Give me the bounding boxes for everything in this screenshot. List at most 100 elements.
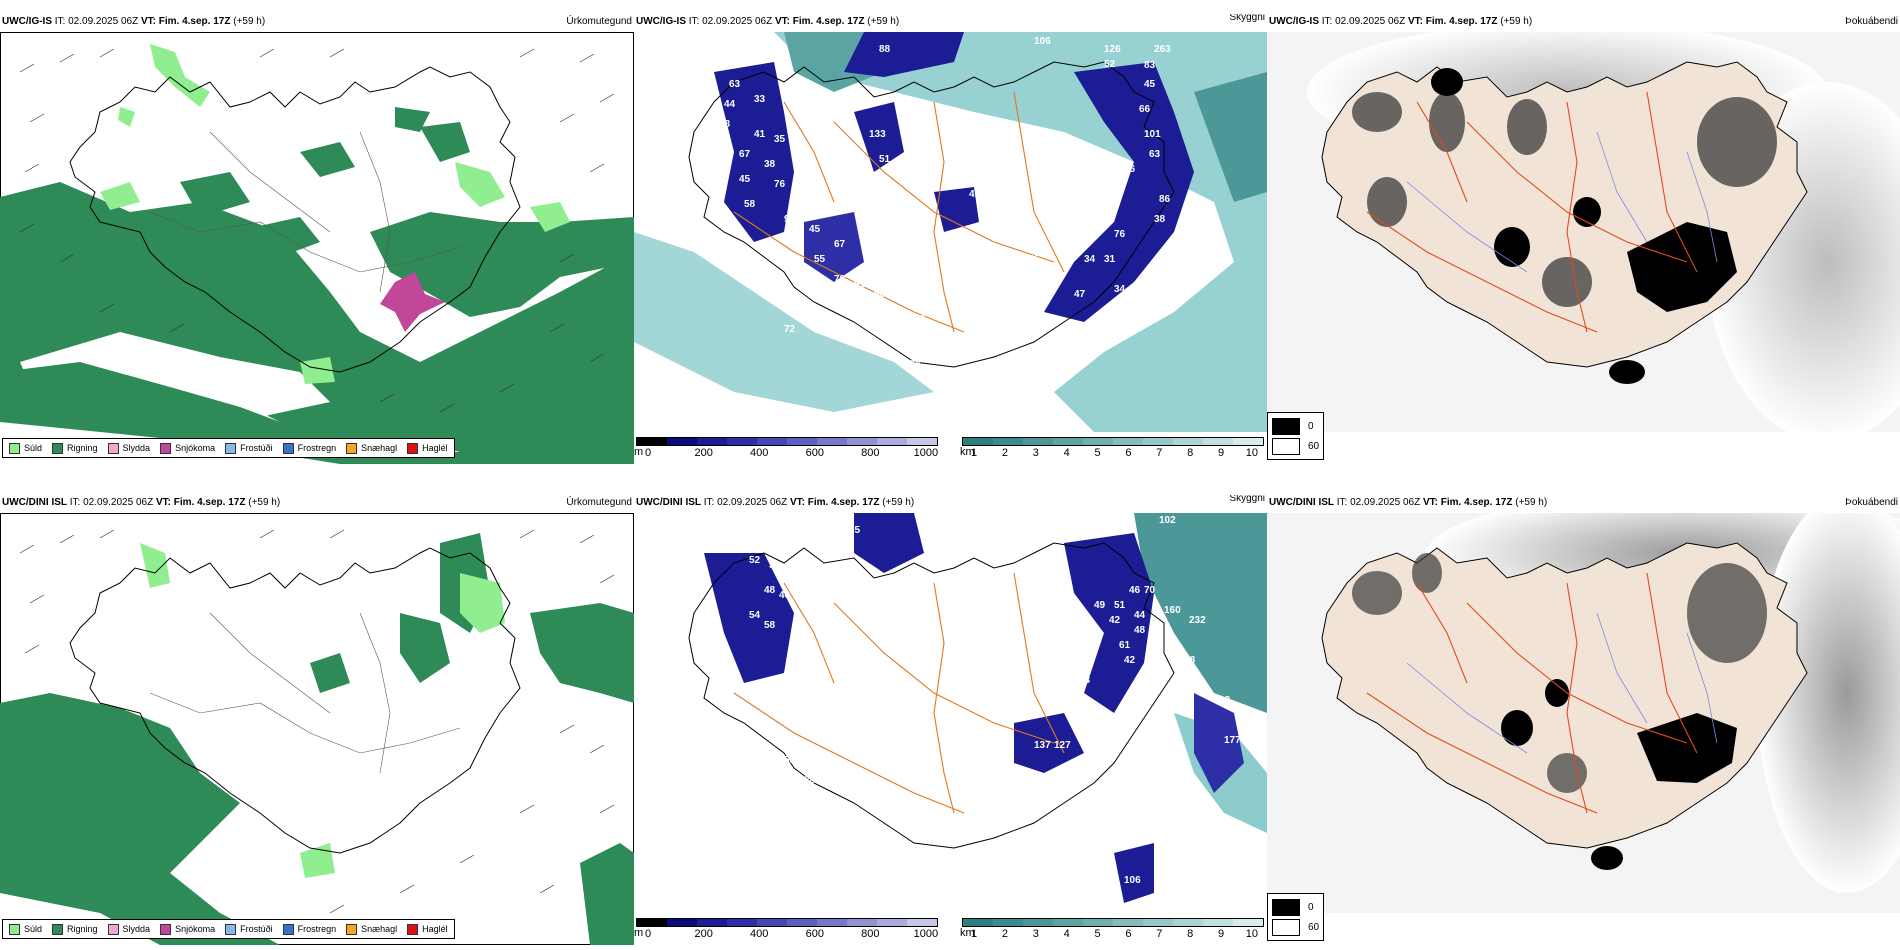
colorbar-step [847, 919, 877, 926]
panel-header: UWC/IG-IS IT: 02.09.2025 06Z VT: Fim. 4.… [1269, 14, 1898, 30]
colorbar-step [667, 919, 697, 926]
ceiling-value-label: 34 [1114, 284, 1126, 295]
legend-item: Snæhagl [346, 923, 397, 935]
visibility-colorbar: 1 2 3 4 5 6 7 8 9 10 km [960, 437, 1264, 460]
ceiling-value-label: 48 [719, 119, 731, 130]
legend-swatch [407, 923, 419, 935]
ceiling-value-label: 33 [754, 94, 766, 105]
panel-type-label: Þokuábendi [1845, 497, 1898, 508]
ceiling-value-label: 52 [1104, 59, 1116, 70]
legend-item: Frostúði [225, 923, 273, 935]
colorbar-tick: 5 [1094, 447, 1101, 459]
ceiling-value-label: 41 [969, 189, 981, 200]
colorbar-tick: 9 [1217, 928, 1225, 940]
colorbar-tick: 800 [861, 447, 880, 459]
ceiling-value-label: 170 [884, 324, 901, 335]
colorbar-tick: 7 [1156, 447, 1163, 459]
ceiling-value-label: 36 [1104, 214, 1116, 225]
panel-type-label: Skyggni [1229, 14, 1265, 23]
ceiling-value-label: 67 [834, 239, 846, 250]
precip-map [0, 32, 634, 464]
colorbar-tick: 10 [1245, 447, 1259, 459]
legend-item: 0 [1272, 897, 1319, 917]
ceiling-value-label: 118 [1179, 655, 1196, 666]
ceiling-value-label: 76 [1114, 229, 1126, 240]
colorbar-step [1053, 438, 1083, 445]
ceiling-value-label: 70 [1144, 585, 1156, 596]
ceiling-value-label: 99 [1164, 765, 1176, 776]
colorbar-step [993, 919, 1023, 926]
legend-item: Slydda [107, 923, 150, 935]
legend-item: Frostregn [282, 923, 336, 935]
legend-swatch [1272, 437, 1300, 455]
legend-item: 60 [1272, 917, 1319, 937]
colorbar-tick: 10 [1245, 928, 1259, 940]
panel-type-label: Skyggni [1229, 495, 1265, 504]
colorbar-step [1203, 438, 1233, 445]
ceiling-value-label: 55 [814, 254, 826, 265]
ceiling-map: 88 106 126 263 52 83 63 44 33 48 41 35 67 38 45 76 58 97 4… [634, 32, 1267, 432]
colorbar-tick: 200 [694, 928, 713, 940]
ceiling-value-label: 71 [789, 645, 801, 656]
panel-type-label: Úrkomutegund [566, 16, 632, 27]
precip-legend: Súld Rigning Slydda Snjókoma Frostúði Fr… [2, 919, 455, 939]
panel-header: UWC/IG-IS IT: 02.09.2025 06Z VT: Fim. 4.… [2, 14, 632, 30]
ceiling-value-label: 100 [1159, 785, 1176, 796]
colorbar-step [847, 438, 877, 445]
ceiling-value-label: 27 [1014, 274, 1026, 285]
colorbar-tick: 9 [1217, 447, 1225, 459]
ceiling-value-label: 102 [1159, 515, 1176, 526]
ceiling-panel-2: UWC/DINI ISL IT: 02.09.2025 06Z VT: Fim.… [634, 495, 1267, 945]
ceiling-value-label: 46 [1129, 585, 1141, 596]
ceiling-value-label: 133 [869, 129, 886, 140]
ceiling-value-label: 45 [1144, 79, 1156, 90]
panel-header: UWC/IG-IS IT: 02.09.2025 06Z VT: Fim. 4.… [636, 14, 1265, 30]
colorbar-tick: 4 [1063, 928, 1070, 940]
colorbar-step [667, 438, 697, 445]
colorbar-step [727, 438, 757, 445]
ceiling-colorbar: 0 200 400 600 800 1000 m [634, 918, 938, 941]
fog-map [1267, 513, 1900, 913]
colorbar-step [637, 919, 667, 926]
colorbar-step [877, 919, 907, 926]
ceiling-value-label: 86 [1159, 194, 1171, 205]
colorbar-step [817, 438, 847, 445]
colorbar-step [907, 438, 937, 445]
ceiling-value-label: 72 [784, 324, 796, 335]
colorbar-tick: 1 [971, 447, 978, 459]
ceiling-value-label: 29 [764, 745, 776, 756]
ceiling-panel-1: UWC/IG-IS IT: 02.09.2025 06Z VT: Fim. 4.… [634, 14, 1267, 464]
colorbar-tick: 3 [1032, 447, 1039, 459]
ceiling-value-label: 45 [809, 224, 821, 235]
fog-map [1267, 32, 1900, 432]
legend-swatch [160, 923, 172, 935]
colorbar-step [727, 919, 757, 926]
ceiling-value-label: 34 [734, 254, 746, 265]
ceiling-value-label: 48 [764, 585, 776, 596]
colorbar-step [993, 438, 1023, 445]
colorbar-tick: 1000 [913, 447, 939, 459]
colorbar-tick: 600 [805, 447, 824, 459]
ceiling-value-label: 101 [1144, 129, 1161, 140]
ceiling-value-label: 40 [779, 590, 791, 601]
ceiling-value-label: 83 [1144, 60, 1156, 71]
ceiling-value-label: 58 [744, 199, 756, 210]
fog-panel-1: UWC/IG-IS IT: 02.09.2025 06Z VT: Fim. 4.… [1267, 14, 1900, 464]
legend-item: Súld [9, 923, 42, 935]
ceiling-value-label: 49 [1094, 600, 1106, 611]
ceiling-value-label: 177 [1224, 735, 1241, 746]
legend-item: Súld [9, 442, 42, 454]
legend-swatch [407, 442, 419, 454]
colorbar-tick: 400 [750, 928, 769, 940]
ceiling-value-label: 61 [1119, 640, 1131, 651]
colorbar-tick: 400 [750, 447, 769, 459]
panel-header: UWC/DINI ISL IT: 02.09.2025 06Z VT: Fim.… [2, 495, 632, 511]
colorbar-step [907, 919, 937, 926]
precip-map [0, 513, 634, 945]
colorbar-tick: 6 [1125, 447, 1132, 459]
ceiling-value-label: 232 [1189, 615, 1206, 626]
ceiling-value-label: 42 [1109, 615, 1121, 626]
legend-item: Slydda [107, 442, 150, 454]
legend-swatch [282, 442, 294, 454]
legend-swatch [1272, 918, 1300, 936]
